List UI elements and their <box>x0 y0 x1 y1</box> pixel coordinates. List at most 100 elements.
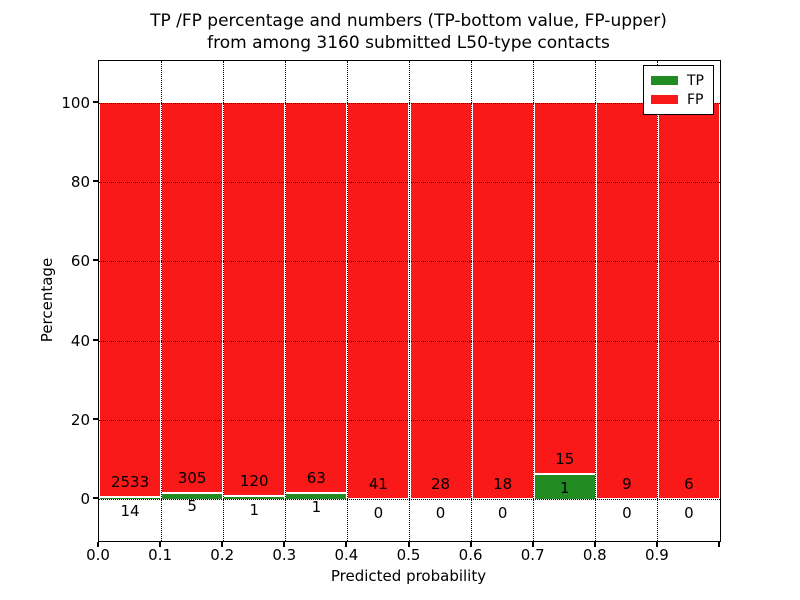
tp-count-label: 14 <box>120 501 140 520</box>
y-tick-mark <box>93 101 98 103</box>
fp-bar <box>534 103 595 475</box>
x-gridline <box>471 61 473 541</box>
fp-count-label: 15 <box>555 450 575 469</box>
tp-bar <box>534 474 595 499</box>
tp-count-label: 1 <box>311 497 322 516</box>
x-tick-mark <box>593 541 596 547</box>
fp-bar <box>658 103 719 499</box>
x-gridline <box>284 61 286 541</box>
x-tick-label: 0.2 <box>210 546 235 564</box>
y-gridline <box>99 499 720 500</box>
x-tick-label: 0.1 <box>148 546 173 564</box>
tp-count-label: 0 <box>622 503 632 522</box>
bar-bin-0.1 <box>161 103 224 499</box>
y-tick-mark <box>93 180 98 183</box>
legend-label-fp: FP <box>687 91 704 108</box>
y-tick-label: 0 <box>80 490 90 508</box>
bar-bin-0.5 <box>409 103 472 499</box>
y-tick-mark <box>93 338 98 341</box>
bar-bin-0.4 <box>347 103 410 499</box>
fp-bar <box>224 103 285 496</box>
chart-title: TP /FP percentage and numbers (TP-bottom… <box>98 10 719 54</box>
plot-area: TP FP 2533 14 305 5 120 1 63 1 41 0 28 0 18 0 15 1 9 0 6 0 <box>98 60 721 542</box>
x-tick-label: 0.6 <box>458 546 483 564</box>
x-gridline <box>160 61 162 541</box>
x-tick-mark <box>283 541 286 547</box>
tp-bar <box>224 495 285 499</box>
tp-count-label: 0 <box>435 503 446 522</box>
x-tick-mark <box>221 541 224 547</box>
fp-bar <box>286 103 347 493</box>
fp-count-label: 18 <box>493 474 513 493</box>
fp-bar <box>596 103 657 499</box>
x-gridline <box>595 61 597 541</box>
x-tick-label: 0.3 <box>272 546 297 564</box>
legend-item-tp: TP <box>651 71 704 90</box>
tp-count-label: 0 <box>684 503 694 522</box>
legend-label-tp: TP <box>687 72 704 89</box>
x-tick-label: 0.0 <box>86 546 110 564</box>
y-tick-mark <box>93 259 98 262</box>
fp-count-label: 28 <box>431 474 451 493</box>
fp-count-label: 120 <box>239 471 269 490</box>
y-gridline <box>99 103 720 104</box>
x-gridline <box>409 61 410 541</box>
y-gridline <box>99 261 720 263</box>
x-tick-mark <box>407 541 410 547</box>
x-axis-title: Predicted probability <box>330 567 487 585</box>
tp-count-label: 1 <box>559 479 570 498</box>
y-tick-label: 100 <box>61 94 90 112</box>
x-tick-mark <box>159 541 162 547</box>
tp-bar <box>286 492 347 499</box>
fp-count-label: 9 <box>622 474 632 493</box>
fp-count-label: 63 <box>306 468 326 487</box>
x-tick-mark <box>718 541 720 547</box>
tp-count-label: 0 <box>497 503 508 522</box>
x-tick-mark <box>97 541 99 547</box>
tp-count-label: 5 <box>187 497 197 516</box>
y-gridline <box>99 340 720 342</box>
y-tick-label: 80 <box>70 173 90 192</box>
fp-count-label: 6 <box>684 474 694 493</box>
x-gridline <box>533 61 535 541</box>
bar-bin-0.8 <box>595 103 658 499</box>
y-gridline <box>99 419 720 421</box>
tp-count-label: 0 <box>373 503 384 522</box>
y-tick-label: 40 <box>70 331 90 350</box>
fp-bar <box>348 103 409 499</box>
x-tick-label: 0.8 <box>582 546 607 564</box>
y-tick-label: 60 <box>70 252 90 271</box>
fp-bar <box>162 103 223 493</box>
fp-bar <box>100 103 161 497</box>
tp-bar <box>100 496 161 499</box>
bar-bin-0.7 <box>533 103 596 499</box>
bar-bin-0.0 <box>99 103 162 499</box>
x-tick-label: 0.9 <box>644 546 669 564</box>
bar-bin-0.3 <box>285 103 348 499</box>
fp-count-label: 2533 <box>110 472 150 491</box>
chart-title-line2: from among 3160 submitted L50-type conta… <box>207 33 610 53</box>
fp-bar <box>472 103 533 499</box>
x-tick-label: 0.5 <box>396 546 421 564</box>
y-tick-mark <box>93 497 98 499</box>
fp-bar <box>410 103 471 499</box>
tp-bar <box>162 492 223 499</box>
y-tick-label: 20 <box>70 410 90 429</box>
legend-item-fp: FP <box>651 90 704 109</box>
x-gridline <box>222 61 224 541</box>
x-tick-mark <box>345 541 348 547</box>
y-axis-title: Percentage <box>38 257 56 343</box>
x-gridline <box>657 61 659 541</box>
legend: TP FP <box>643 65 714 115</box>
fp-count-label: 305 <box>177 468 207 487</box>
fp-swatch-icon <box>651 95 678 104</box>
bar-bin-0.9 <box>657 103 720 499</box>
x-tick-mark <box>531 541 534 547</box>
fp-count-label: 41 <box>368 474 388 493</box>
x-tick-mark <box>469 541 472 547</box>
x-tick-label: 0.7 <box>520 546 545 564</box>
y-gridline <box>99 182 720 184</box>
x-tick-mark <box>655 541 658 547</box>
bar-bin-0.2 <box>223 103 286 499</box>
